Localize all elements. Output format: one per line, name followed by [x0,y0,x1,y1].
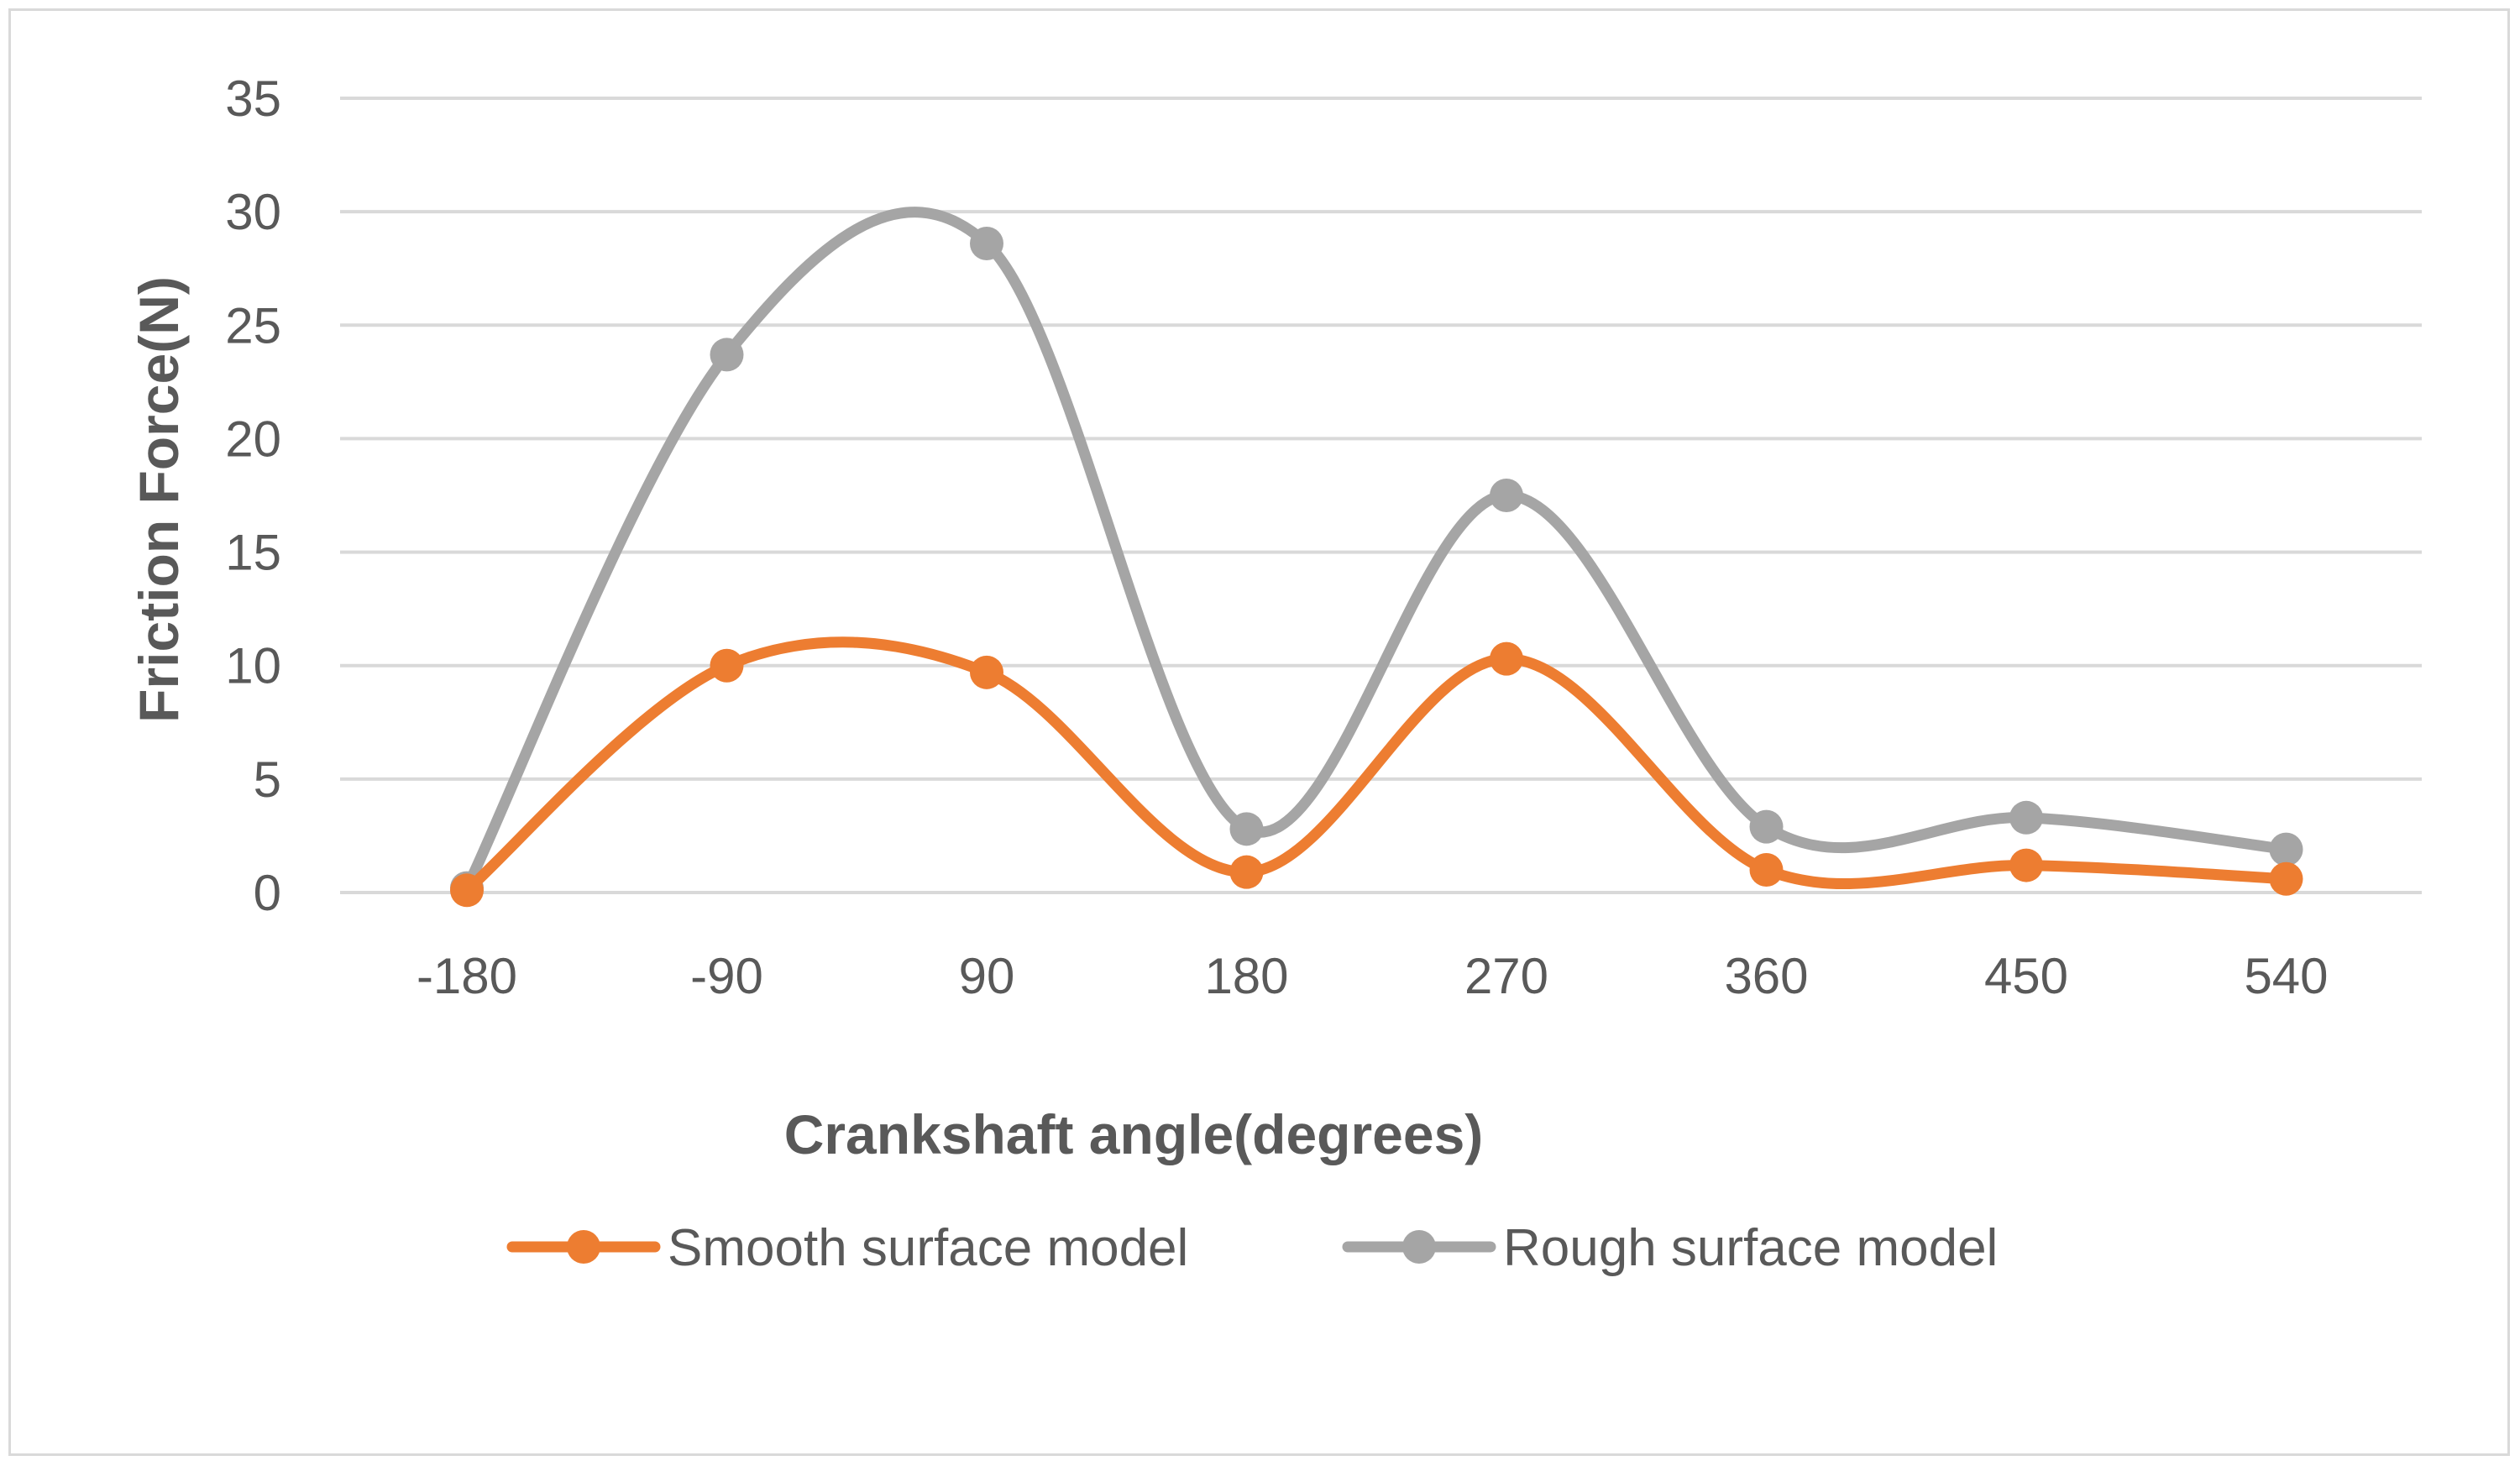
series-line [461,207,2292,894]
data-point [970,655,1003,689]
y-tick-label: 10 [225,638,281,694]
legend-marker [1402,1230,1436,1264]
y-tick-label: 5 [254,751,281,808]
x-axis-ticks: -180 -90 90 180 270 360 450 540 [417,948,2329,1004]
data-point [2009,800,2043,835]
data-point [2269,861,2303,896]
data-point [1749,852,1784,887]
x-tick-label: 540 [2244,948,2328,1004]
y-tick-label: 35 [225,71,281,127]
gridlines [340,97,2422,894]
series-rough [450,207,2303,905]
chart-frame [8,8,2510,1456]
data-point [1490,641,1523,676]
y-axis-title: Friction Force(N) [128,276,190,723]
x-tick-label: 90 [959,948,1015,1004]
x-axis-title: Crankshaft angle(degrees) [784,1103,1484,1165]
data-point [2269,832,2303,867]
legend-marker [567,1230,600,1264]
x-tick-label: 450 [1984,948,2068,1004]
legend-label: Smooth surface model [668,1219,1188,1277]
data-point [710,338,744,372]
data-point [1229,812,1264,846]
x-tick-label: 360 [1724,948,1808,1004]
y-tick-label: 20 [225,411,281,467]
y-tick-label: 0 [254,865,281,921]
data-point [450,873,484,908]
data-point [1749,809,1784,844]
data-point [710,648,744,683]
series-smooth [450,636,2303,908]
x-tick-label: 180 [1204,948,1288,1004]
x-tick-label: 270 [1464,948,1548,1004]
y-tick-label: 15 [225,525,281,581]
y-tick-label: 30 [225,184,281,240]
x-tick-label: -90 [690,948,763,1004]
series-group [450,207,2303,908]
data-point [1490,479,1523,512]
legend: Smooth surface model Rough surface model [506,1219,1998,1277]
data-point [2009,848,2043,882]
data-point [1229,855,1264,889]
legend-label: Rough surface model [1503,1219,1998,1277]
series-line [461,636,2292,896]
y-axis-ticks: 0 5 10 15 20 25 30 35 [225,71,281,921]
y-tick-label: 25 [225,297,281,353]
data-point [970,226,1003,260]
x-tick-label: -180 [417,948,517,1004]
